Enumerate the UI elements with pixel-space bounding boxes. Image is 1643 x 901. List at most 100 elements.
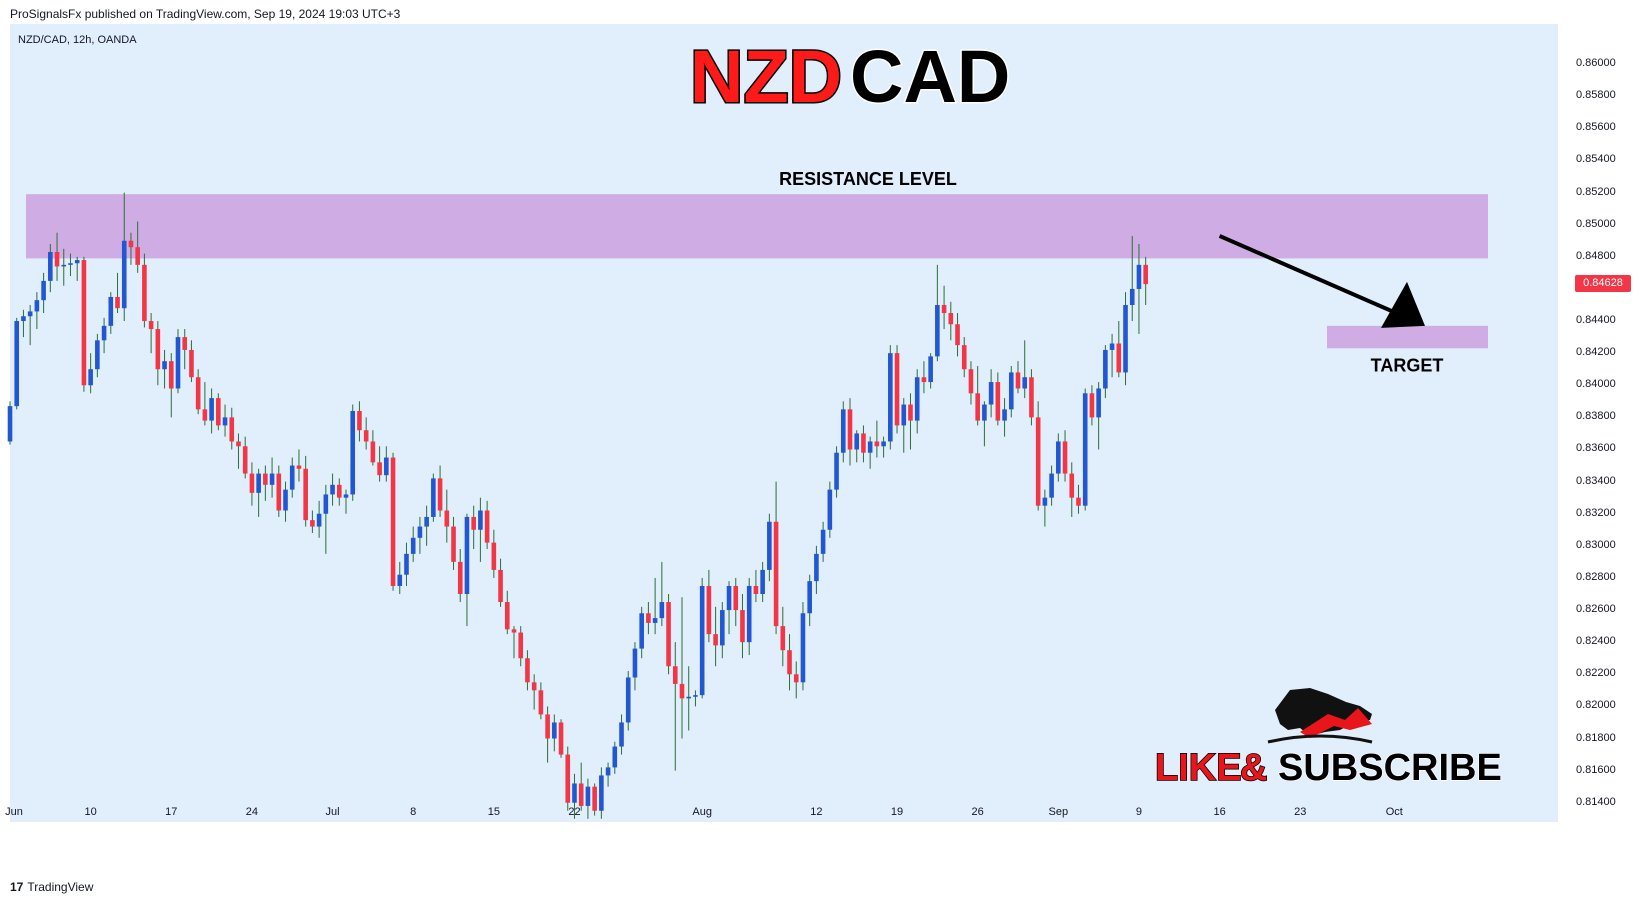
candle-down xyxy=(666,602,671,667)
title-part2: CAD xyxy=(850,35,1010,118)
candle-down xyxy=(471,516,476,530)
candle-down xyxy=(713,634,718,646)
price-tick: 0.85600 xyxy=(1576,121,1616,134)
candle-down xyxy=(336,484,342,498)
candle-up xyxy=(343,494,349,498)
candle-down xyxy=(780,626,786,651)
candle-down xyxy=(961,345,967,370)
time-tick: 15 xyxy=(487,806,500,818)
candle-down xyxy=(874,441,880,447)
candle-down xyxy=(168,361,174,389)
candle-down xyxy=(955,324,960,346)
candle-up xyxy=(222,417,228,426)
time-tick: 8 xyxy=(410,806,417,818)
candle-down xyxy=(1029,377,1034,418)
candle-down xyxy=(249,473,255,493)
candle-up xyxy=(599,775,604,811)
candle-down xyxy=(276,473,282,511)
candle-up xyxy=(807,581,812,614)
tradingview-footer[interactable]: 17 TradingView xyxy=(10,880,93,894)
candle-down xyxy=(545,714,550,739)
price-tick: 0.83800 xyxy=(1576,410,1616,423)
candle-up xyxy=(834,452,839,490)
time-tick: Jul xyxy=(325,806,340,818)
candle-up xyxy=(820,529,826,554)
candle-up xyxy=(1109,343,1115,350)
candle-up xyxy=(1049,473,1054,498)
candle-up xyxy=(901,404,907,426)
candle-down xyxy=(787,650,792,675)
candle-down xyxy=(81,260,87,386)
candle-down xyxy=(1015,372,1021,389)
candle-up xyxy=(935,304,940,357)
price-tick: 0.83600 xyxy=(1576,442,1616,455)
candle-up xyxy=(585,786,591,806)
candle-up xyxy=(175,337,181,389)
publisher-line: ProSignalsFx published on TradingView.co… xyxy=(10,7,401,21)
title-part1: NZD xyxy=(690,35,842,118)
price-tick: 0.82200 xyxy=(1576,667,1616,680)
candle-up xyxy=(840,409,846,453)
candle-down xyxy=(128,240,134,248)
like-subscribe-branding: LIKE & SUBSCRIBE xyxy=(1150,680,1510,790)
candle-up xyxy=(612,746,618,768)
candle-up xyxy=(88,369,93,386)
candle-up xyxy=(988,382,994,405)
candle-up xyxy=(289,465,295,490)
candle-down xyxy=(54,252,60,267)
like-text: LIKE xyxy=(1155,747,1242,789)
candle-up xyxy=(74,260,80,264)
candle-up xyxy=(1056,441,1061,474)
candle-up xyxy=(21,316,26,322)
chart-title: NZD CAD xyxy=(689,30,1050,120)
candle-down xyxy=(1069,473,1075,498)
candle-up xyxy=(699,585,705,696)
time-tick: 26 xyxy=(971,806,984,818)
candle-up xyxy=(632,648,638,678)
candle-down xyxy=(296,465,302,469)
price-tick: 0.82800 xyxy=(1576,570,1616,583)
candle-down xyxy=(706,585,712,635)
candle-down xyxy=(753,585,759,594)
candle-up xyxy=(1103,349,1108,389)
candle-up xyxy=(1042,497,1048,506)
candle-down xyxy=(390,457,396,586)
candle-down xyxy=(363,430,369,442)
candle-up xyxy=(720,610,725,646)
candle-down xyxy=(189,349,194,378)
candle-down xyxy=(242,446,248,474)
time-tick: 23 xyxy=(1294,806,1307,818)
candle-up xyxy=(397,574,403,586)
candle-down xyxy=(592,786,597,811)
ampersand-text: & xyxy=(1240,747,1267,789)
candle-up xyxy=(1129,288,1135,305)
candle-down xyxy=(504,602,510,630)
price-tick: 0.84800 xyxy=(1576,249,1616,262)
candle-down xyxy=(457,561,463,594)
subscribe-text: SUBSCRIBE xyxy=(1278,747,1502,789)
tradingview-brand-text: TradingView xyxy=(27,880,94,894)
candle-up xyxy=(686,696,692,699)
down-arrow-shaft xyxy=(1218,234,1406,319)
candle-down xyxy=(377,462,382,476)
candle-up xyxy=(1008,372,1014,410)
candle-up xyxy=(767,521,772,570)
candle-down xyxy=(518,632,524,659)
candle-down xyxy=(511,629,517,633)
candle-down xyxy=(484,510,490,543)
candle-up xyxy=(7,406,13,442)
candle-up xyxy=(881,441,886,447)
candle-down xyxy=(1076,497,1081,506)
candle-up xyxy=(68,263,73,265)
candle-up xyxy=(552,722,557,739)
candle-up xyxy=(605,767,611,776)
time-tick: 24 xyxy=(245,806,259,818)
candle-up xyxy=(625,677,631,723)
candle-up xyxy=(404,553,409,575)
candle-down xyxy=(538,690,544,715)
candle-down xyxy=(861,433,866,453)
candle-up xyxy=(464,516,470,594)
candle-down xyxy=(740,610,745,643)
price-axis[interactable] xyxy=(1558,24,1643,822)
time-tick: 12 xyxy=(810,806,823,818)
